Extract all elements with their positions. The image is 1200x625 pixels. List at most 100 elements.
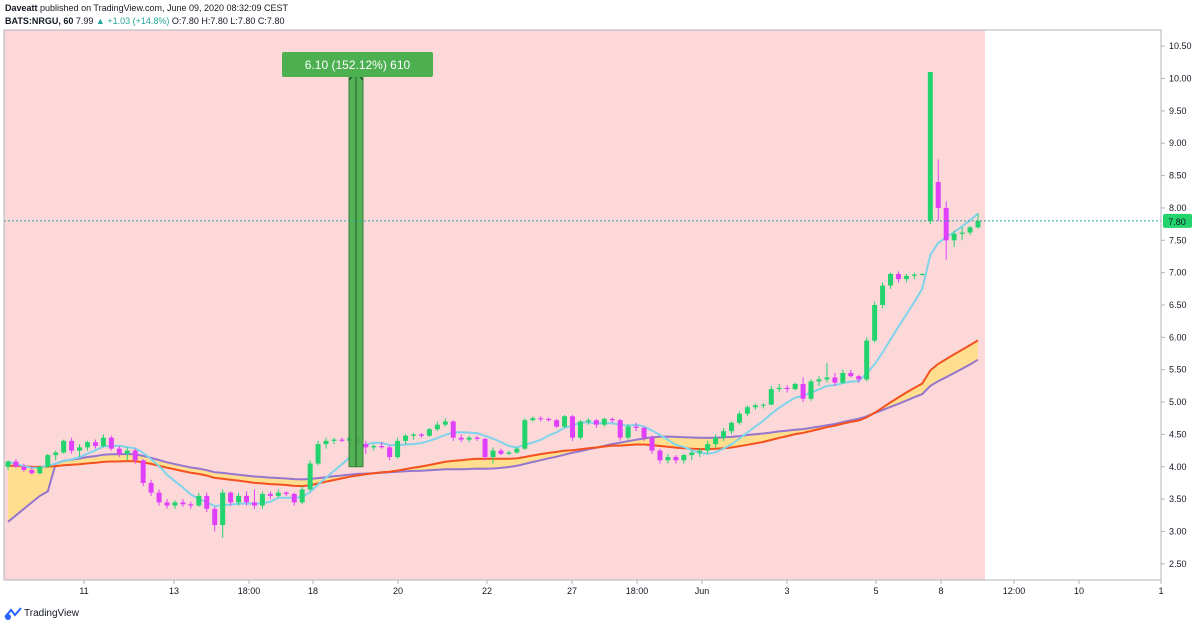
sma-slow-line (7, 358, 979, 523)
candle-body (363, 444, 369, 448)
highlight-zone (4, 30, 985, 580)
candle-body (434, 424, 440, 430)
candle-body (474, 437, 480, 439)
candle-body (92, 442, 98, 447)
candle-body (244, 495, 250, 503)
y-tick-label: 4.50 (1169, 429, 1187, 439)
x-tick-label: 18 (308, 586, 318, 596)
candle-body (299, 489, 305, 503)
footer: TradingView (0, 604, 1200, 625)
candle-body (323, 440, 329, 445)
candle-body (307, 463, 313, 490)
candle-body (267, 493, 273, 496)
candle-body (53, 452, 59, 456)
candle-body (251, 502, 257, 506)
candle-body (880, 285, 886, 305)
y-tick-label: 10.50 (1169, 41, 1192, 51)
candle-body (13, 461, 19, 467)
candle-body (100, 437, 106, 447)
ohlc-values: O:7.80 H:7.80 L:7.80 C:7.80 (171, 16, 285, 26)
candle-body (188, 504, 194, 506)
candle-body (180, 502, 186, 505)
candle-body (506, 452, 512, 454)
candle-body (840, 372, 846, 383)
candle-body (848, 372, 854, 377)
candle-body (713, 437, 719, 445)
candle-body (562, 416, 568, 427)
candle-body (959, 232, 965, 234)
candle-body (760, 404, 766, 406)
chart-header: Daveatt published on TradingView.com, Ju… (0, 0, 1200, 32)
candle-body (570, 416, 576, 438)
y-tick-label: 9.50 (1169, 106, 1187, 116)
y-tick-label: 7.00 (1169, 268, 1187, 278)
candle-body (721, 431, 727, 438)
candle-body (903, 275, 909, 280)
candle-body (919, 273, 925, 275)
y-tick-label: 2.50 (1169, 559, 1187, 569)
candle-body (140, 460, 146, 483)
candle-body (339, 439, 345, 441)
publish-info: published on TradingView.com, June 09, 2… (40, 3, 289, 13)
candle-body (379, 446, 385, 448)
candle-body (61, 440, 67, 453)
candle-body (705, 444, 711, 451)
measure-label: 6.10 (152.12%) 610 (305, 58, 411, 72)
candle-body (784, 387, 790, 390)
y-tick-label: 5.00 (1169, 397, 1187, 407)
candle-body (736, 413, 742, 423)
tradingview-brand[interactable]: TradingView (24, 608, 80, 619)
candle-body (888, 273, 894, 286)
candle-body (410, 434, 416, 436)
candle-body (768, 389, 774, 405)
candle-body (418, 434, 424, 436)
candle-body (856, 376, 862, 380)
candle-body (911, 274, 917, 276)
candle-body (538, 418, 544, 420)
symbol-line: BATS:NRGU, 60 7.99 ▲ +1.03 (+14.8%) O:7.… (5, 16, 284, 26)
x-tick-label: 13 (169, 586, 179, 596)
tradingview-logo-icon[interactable] (4, 607, 22, 621)
candle-body (943, 207, 949, 241)
candle-body (554, 420, 560, 427)
x-axis[interactable]: 11 13 18:00 18 20 22 27 18:00 Jun 3 5 8 12:00 10 1 (79, 580, 1164, 596)
x-tick-label: 12:00 (1003, 586, 1026, 596)
candle-body (832, 377, 838, 383)
candle-body (236, 495, 242, 503)
candle-body (641, 427, 647, 438)
x-tick-label: 20 (393, 586, 403, 596)
y-axis[interactable]: 2.50 3.00 3.50 4.00 4.50 5.00 5.50 6.00 6.50 7.00… (1161, 41, 1192, 569)
candle-body (220, 492, 226, 525)
candle-body (625, 426, 631, 438)
candle-body (967, 227, 973, 233)
candle-body (752, 405, 758, 408)
candle-body (29, 470, 35, 474)
candle-body (609, 418, 615, 421)
candle-body (864, 340, 870, 380)
x-tick-label: 10 (1074, 586, 1084, 596)
candle-body (331, 439, 337, 441)
y-tick-label: 8.50 (1169, 171, 1187, 181)
candle-body (395, 440, 401, 458)
last-price: 7.99 (75, 16, 94, 26)
candle-body (697, 450, 703, 453)
candle-body (975, 220, 981, 228)
candle-body (77, 447, 83, 451)
candle-body (633, 426, 639, 428)
candle-body (522, 420, 528, 449)
candle-body (601, 418, 607, 425)
price-range-measure[interactable]: 6.10 (152.12%) 610 (282, 52, 433, 468)
x-tick-label: 3 (784, 586, 789, 596)
candle-body (935, 182, 941, 208)
candle-body (196, 495, 202, 506)
candle-body (204, 495, 210, 509)
y-tick-label: 4.00 (1169, 462, 1187, 472)
author-name[interactable]: Daveatt (5, 3, 38, 13)
last-price-label: 7.80 (1163, 213, 1192, 228)
candle-body (442, 421, 448, 425)
candle-body (371, 446, 377, 448)
y-tick-label: 5.50 (1169, 365, 1187, 375)
symbol-name[interactable]: BATS:NRGU, 60 (5, 16, 74, 26)
candle-body (212, 508, 218, 525)
